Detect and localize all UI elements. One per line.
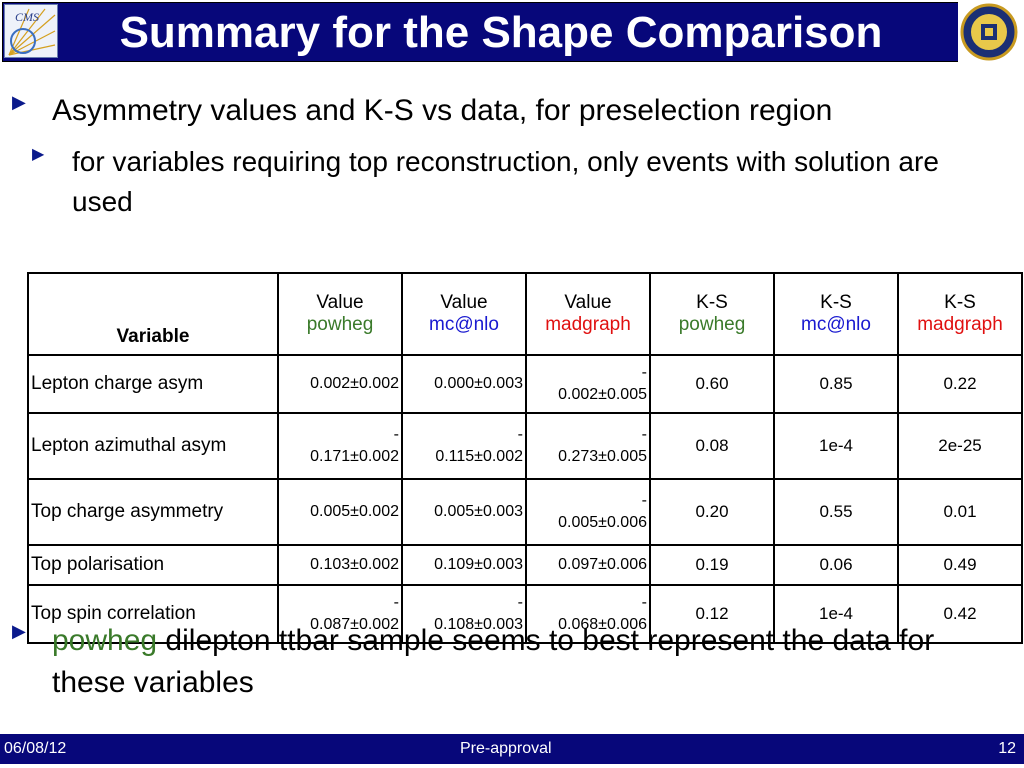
page-number: 12 [998, 740, 1016, 757]
row-variable: Top polarisation [27, 544, 279, 586]
bullet-2-text: dilepton ttbar sample seems to best repr… [52, 624, 935, 699]
value-madgraph: - 0.002±0.005 [525, 354, 651, 414]
bullet-1-sub: for variables requiring top reconstructi… [72, 146, 939, 217]
value-mcatnlo: - 0.115±0.002 [401, 412, 527, 480]
value-powheg: - 0.087±0.002 [277, 584, 403, 644]
value-madgraph: 0.097±0.006 [525, 544, 651, 586]
table-row: Top charge asymmetry 0.005±0.002 0.005±0… [27, 478, 1023, 546]
value-powheg: 0.005±0.002 [277, 478, 403, 546]
powheg-highlight: powheg [52, 624, 158, 657]
value-madgraph: - 0.005±0.006 [525, 478, 651, 546]
bullet-2: powheg dilepton ttbar sample seems to be… [52, 620, 1002, 704]
value-madgraph: - 0.273±0.005 [525, 412, 651, 480]
title-bar: Summary for the Shape Comparison CMS [0, 0, 1024, 66]
ks-madgraph: 0.22 [897, 354, 1023, 414]
bullet-1: Asymmetry values and K-S vs data, for pr… [52, 94, 833, 127]
ks-powheg: 0.12 [649, 584, 775, 644]
value-powheg: 0.103±0.002 [277, 544, 403, 586]
ks-madgraph: 0.42 [897, 584, 1023, 644]
table-header-row: Variable Value powheg Value mc@nlo Value ma… [27, 272, 1023, 356]
footer-center: Pre-approval [460, 740, 552, 757]
bullet-arrow-icon: ▶ [12, 621, 26, 641]
row-variable: Top spin correlation [27, 584, 279, 644]
ks-powheg: 0.20 [649, 478, 775, 546]
ks-mcatnlo: 0.85 [773, 354, 899, 414]
value-mcatnlo: 0.005±0.003 [401, 478, 527, 546]
ks-mcatnlo: 1e-4 [773, 584, 899, 644]
ks-mcatnlo: 0.06 [773, 544, 899, 586]
table-row: Top polarisation 0.103±0.002 0.109±0.003… [27, 544, 1023, 586]
table-row: Lepton charge asym 0.002±0.002 0.000±0.0… [27, 354, 1023, 414]
ks-madgraph: 0.01 [897, 478, 1023, 546]
ks-madgraph: 2e-25 [897, 412, 1023, 480]
header-col-1: Value powheg [277, 272, 403, 356]
row-variable: Top charge asymmetry [27, 478, 279, 546]
ks-powheg: 0.08 [649, 412, 775, 480]
university-seal [958, 2, 1020, 62]
slide-title: Summary for the Shape Comparison [119, 8, 883, 57]
ks-mcatnlo: 1e-4 [773, 412, 899, 480]
footer-bar: 06/08/12 Pre-approval 12 [0, 734, 1024, 764]
header-col-3: Value madgraph [525, 272, 651, 356]
value-mcatnlo: 0.000±0.003 [401, 354, 527, 414]
bullet-arrow-icon: ▶ [12, 92, 26, 112]
row-variable: Lepton charge asym [27, 354, 279, 414]
cms-logo-text: CMS [15, 10, 39, 24]
header-col-2: Value mc@nlo [401, 272, 527, 356]
header-col-4: K-S powheg [649, 272, 775, 356]
ks-powheg: 0.60 [649, 354, 775, 414]
value-mcatnlo: - 0.108±0.003 [401, 584, 527, 644]
table-row: Lepton azimuthal asym - 0.171±0.002 - 0.… [27, 412, 1023, 480]
cms-logo: CMS [4, 4, 58, 58]
ks-powheg: 0.19 [649, 544, 775, 586]
table-row: Top spin correlation - 0.087±0.002 - 0.1… [27, 584, 1023, 644]
comparison-table: Variable Value powheg Value mc@nlo Value ma… [27, 272, 1023, 644]
value-powheg: 0.002±0.002 [277, 354, 403, 414]
header-col-6: K-S madgraph [897, 272, 1023, 356]
sub-bullet-arrow-icon: ▶ [32, 146, 45, 163]
row-variable: Lepton azimuthal asym [27, 412, 279, 480]
footer-date: 06/08/12 [4, 740, 67, 757]
value-madgraph: - 0.068±0.006 [525, 584, 651, 644]
title-box: Summary for the Shape Comparison [2, 2, 1020, 62]
header-variable: Variable [27, 272, 279, 356]
header-col-5: K-S mc@nlo [773, 272, 899, 356]
value-powheg: - 0.171±0.002 [277, 412, 403, 480]
ks-madgraph: 0.49 [897, 544, 1023, 586]
ks-mcatnlo: 0.55 [773, 478, 899, 546]
value-mcatnlo: 0.109±0.003 [401, 544, 527, 586]
